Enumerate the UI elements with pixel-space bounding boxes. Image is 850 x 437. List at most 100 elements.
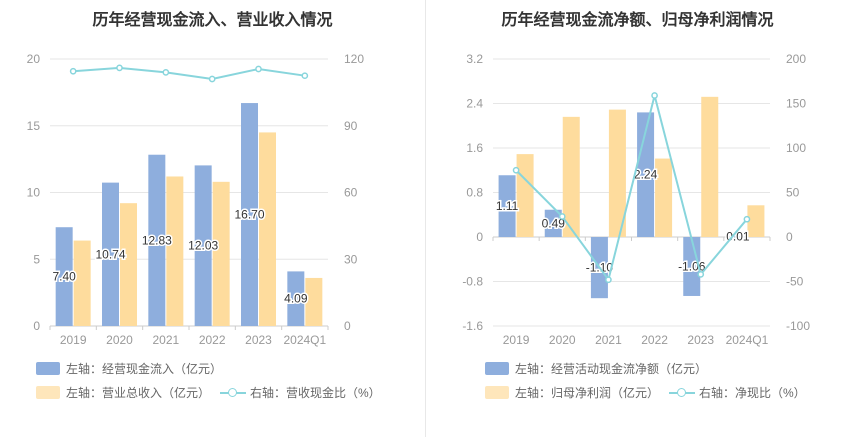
bar: [747, 205, 765, 237]
y-right-tick-label: -50: [786, 275, 804, 289]
x-tick-label: 2024Q1: [283, 333, 326, 347]
data-label: 0.01: [726, 230, 750, 244]
line-point: [69, 67, 77, 75]
bar: [241, 103, 258, 327]
chart-title: 历年经营现金流净额、归母净利润情况: [501, 12, 774, 29]
chart-canvas-left: 0 5 10 15 20 0 30 60 90 120 2019 2020 2021 2022 2023 20…: [27, 52, 365, 347]
y-left-tick-label: 15: [27, 119, 41, 133]
line-point: [558, 213, 566, 220]
y-right-tick-label: 150: [786, 97, 806, 111]
legend-label: 左轴：经营现金流入（亿元）: [66, 362, 223, 376]
y-left-tick-label: 5: [33, 252, 40, 266]
data-label: 0.49: [542, 216, 566, 230]
line-point: [512, 166, 520, 174]
bar: [562, 116, 580, 237]
y-left-tick-label: 0: [476, 230, 483, 244]
series-line: [515, 95, 748, 283]
bar: [102, 182, 119, 326]
data-label: 7.40: [52, 270, 76, 284]
data-label: 16.70: [234, 208, 264, 222]
chart-title: 历年经营现金流入、营业收入情况: [92, 12, 333, 29]
bar: [194, 165, 212, 326]
bar: [55, 227, 73, 326]
bar: [701, 96, 719, 237]
y-left-tick-label: -0.8: [462, 275, 483, 289]
y-right-tick-label: -100: [786, 319, 810, 333]
legend-swatch: [485, 386, 509, 399]
line-point: [743, 215, 751, 223]
x-tick-label: 2023: [245, 333, 272, 347]
bar: [287, 271, 305, 326]
y-left-tick-label: 3.2: [466, 52, 483, 66]
x-tick-label: 2021: [152, 333, 179, 347]
bar: [544, 209, 562, 237]
y-right-tick-label: 0: [344, 319, 351, 333]
x-tick-label: 2024Q1: [726, 333, 769, 347]
legend-item[interactable]: 左轴：经营现金流入（亿元）: [36, 360, 222, 377]
series-line: [73, 66, 305, 81]
y-left-tick-label: 1.6: [466, 141, 483, 155]
data-label: 1.11: [496, 199, 519, 213]
y-right-tick-label: 30: [344, 252, 358, 266]
data-label: 12.03: [188, 239, 218, 253]
legend-label: 左轴：归母净利润（亿元）: [515, 386, 660, 400]
x-tick-label: 2019: [60, 333, 87, 347]
y-right-tick-label: 50: [786, 186, 800, 200]
line-point: [255, 65, 262, 73]
bar: [516, 154, 534, 237]
legend-label: 右轴：净现比（%）: [699, 386, 806, 400]
legend-line-icon: [220, 386, 246, 399]
data-label: 4.09: [284, 292, 308, 306]
legend-swatch: [485, 362, 509, 375]
x-tick-label: 2022: [641, 333, 668, 347]
bar: [655, 158, 673, 237]
line-point: [162, 69, 170, 76]
legend-item[interactable]: 右轴：营收现金比（%）: [220, 384, 381, 401]
legend-label: 右轴：营收现金比（%）: [250, 386, 381, 400]
y-left-tick-label: 2.4: [466, 97, 483, 111]
panel-divider: [425, 0, 426, 437]
bar: [305, 277, 323, 326]
legend-item[interactable]: 左轴：归母净利润（亿元）: [485, 384, 659, 401]
bar: [120, 203, 137, 326]
bar: [729, 236, 747, 238]
y-left-tick-label: -1.6: [462, 319, 483, 333]
y-left-tick-label: 0.8: [466, 186, 483, 200]
legend-item[interactable]: 右轴：净现比（%）: [669, 384, 806, 401]
y-right-tick-label: 90: [344, 119, 358, 133]
bar: [637, 112, 655, 237]
x-tick-label: 2019: [503, 333, 530, 347]
bar: [608, 109, 626, 237]
y-left-tick-label: 0: [33, 319, 40, 333]
bar: [148, 154, 166, 326]
x-tick-label: 2023: [687, 333, 714, 347]
x-tick-label: 2020: [106, 333, 133, 347]
legend-item[interactable]: 左轴：经营活动现金流净额（亿元）: [485, 360, 707, 377]
legend-label: 左轴：营业总收入（亿元）: [66, 386, 211, 400]
line-point: [605, 276, 612, 284]
data-label: 12.83: [142, 233, 172, 247]
bar: [259, 132, 276, 326]
bar: [683, 237, 701, 296]
chart-panel-left: 历年经营现金流入、营业收入情况 0 5 10 15 20 0 30 60 90 120 2019 20…: [27, 12, 381, 401]
bar: [73, 240, 91, 326]
y-right-tick-label: 0: [786, 230, 793, 244]
legend-line-icon: [669, 386, 695, 399]
line-point: [301, 72, 309, 80]
y-right-tick-label: 60: [344, 186, 358, 200]
data-label: 2.24: [634, 168, 658, 182]
y-left-tick-label: 10: [27, 186, 41, 200]
line-point: [208, 75, 216, 83]
bar: [166, 176, 184, 326]
x-tick-label: 2022: [199, 333, 226, 347]
line-point: [116, 64, 123, 72]
chart-canvas-right: -1.6 -0.8 0 0.8 1.6 2.4 3.2 -100 -50 0 50 100 150 200…: [462, 52, 810, 347]
line-point: [651, 92, 658, 99]
y-left-tick-label: 20: [27, 52, 41, 66]
x-tick-label: 2020: [549, 333, 576, 347]
y-right-tick-label: 100: [786, 141, 806, 155]
line-point: [697, 271, 705, 278]
bar: [212, 181, 230, 326]
y-right-tick-label: 200: [786, 52, 806, 66]
legend-item[interactable]: 左轴：营业总收入（亿元）: [36, 384, 210, 401]
